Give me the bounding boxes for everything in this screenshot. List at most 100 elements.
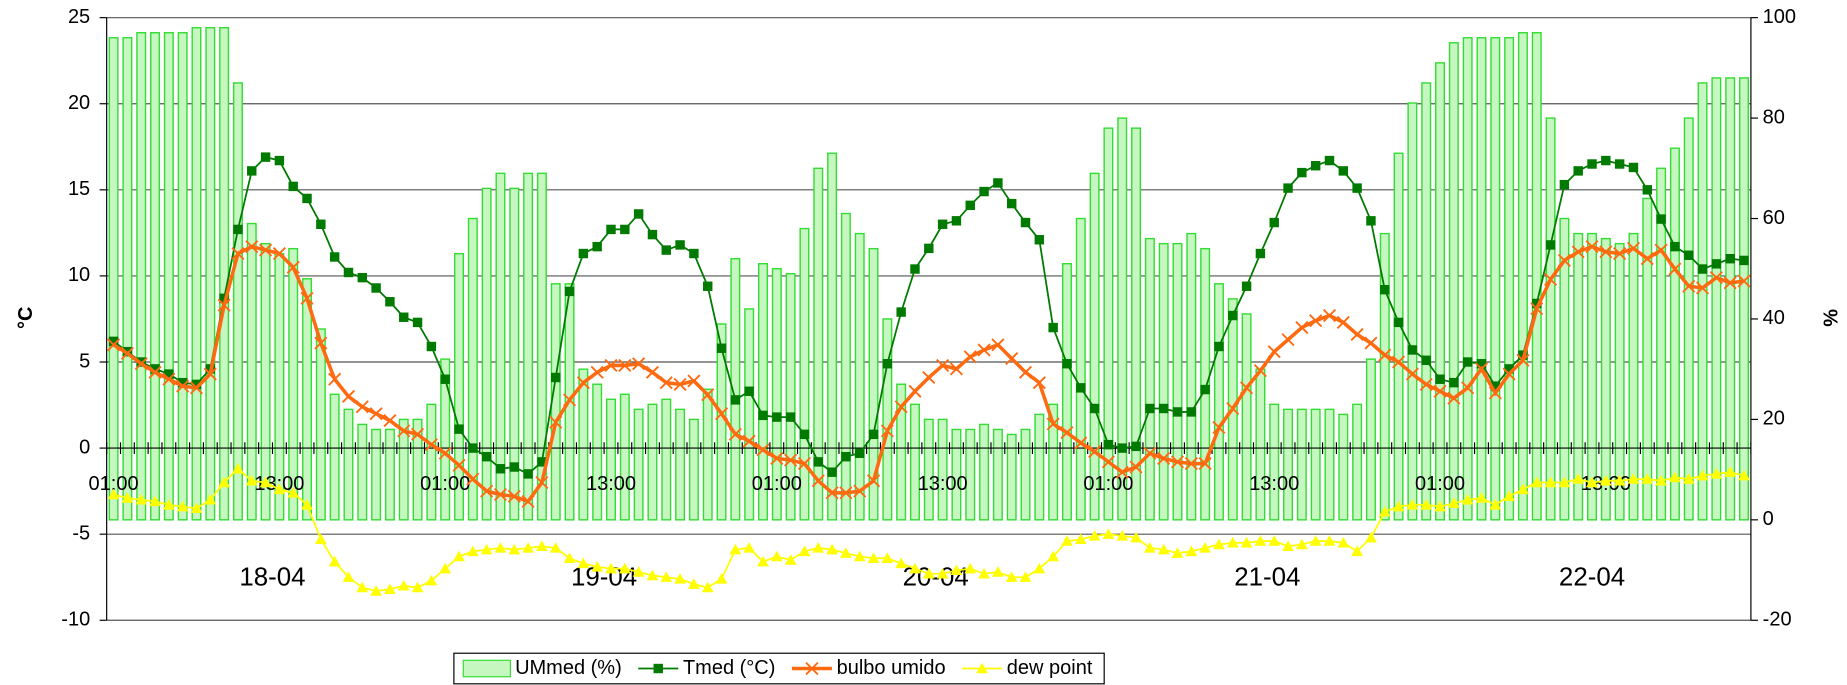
- marker: [494, 542, 507, 553]
- marker: [632, 357, 646, 371]
- marker: [288, 181, 298, 192]
- marker: [1654, 243, 1668, 257]
- bar: [1683, 117, 1694, 521]
- marker: [1103, 439, 1114, 450]
- marker: [894, 400, 908, 414]
- marker: [1283, 183, 1293, 193]
- marker: [176, 500, 189, 512]
- marker: [924, 243, 934, 254]
- marker: [1158, 403, 1169, 414]
- marker: [245, 474, 258, 486]
- marker: [1198, 457, 1212, 471]
- marker: [1006, 198, 1017, 209]
- marker: [576, 376, 590, 390]
- marker: [590, 365, 604, 379]
- marker: [1089, 403, 1100, 414]
- marker: [1145, 403, 1155, 414]
- marker: [618, 562, 631, 574]
- marker: [1502, 367, 1516, 381]
- marker: [426, 341, 437, 352]
- marker: [882, 359, 893, 369]
- bar: [1407, 102, 1418, 521]
- marker: [328, 555, 341, 567]
- marker: [507, 489, 521, 503]
- marker: [412, 317, 423, 328]
- marker: [909, 562, 921, 574]
- marker: [148, 365, 162, 379]
- marker: [1018, 365, 1033, 379]
- bar: [937, 418, 948, 521]
- marker: [785, 412, 796, 422]
- marker: [1047, 550, 1060, 562]
- marker: [1048, 322, 1058, 333]
- marker: [177, 377, 188, 388]
- bar: [108, 37, 119, 521]
- marker: [357, 272, 368, 283]
- marker: [135, 493, 148, 505]
- bar: [1103, 127, 1114, 521]
- marker: [162, 372, 176, 386]
- bar: [232, 82, 243, 521]
- marker: [743, 542, 756, 553]
- marker: [176, 379, 190, 393]
- marker: [1281, 333, 1295, 347]
- marker: [1172, 407, 1183, 417]
- bar: [122, 37, 133, 521]
- marker: [604, 358, 618, 372]
- marker: [1060, 426, 1074, 440]
- marker: [232, 462, 244, 474]
- legend: UMmed (%) Tmed (°C) bulbo umido dew point: [453, 652, 1105, 685]
- marker: [1572, 473, 1585, 484]
- marker: [1366, 216, 1376, 226]
- marker: [203, 367, 217, 381]
- marker: [493, 488, 508, 502]
- marker: [1601, 155, 1611, 166]
- marker: [1613, 246, 1627, 261]
- marker: [329, 252, 340, 262]
- marker: [411, 427, 425, 441]
- y-tick-label: -5: [72, 522, 90, 544]
- marker: [937, 219, 948, 229]
- marker: [383, 413, 397, 428]
- legend-label: Tmed (°C): [683, 657, 775, 679]
- bar: [744, 308, 755, 521]
- bar: [1614, 242, 1625, 521]
- marker: [1143, 542, 1156, 553]
- bar: [150, 32, 161, 521]
- marker: [1102, 528, 1115, 539]
- marker: [466, 472, 480, 486]
- marker: [397, 424, 411, 438]
- bar: [1158, 242, 1169, 521]
- marker: [1157, 451, 1171, 465]
- bar: [1462, 37, 1473, 521]
- marker: [523, 469, 533, 479]
- bar: [813, 167, 824, 521]
- marker: [965, 200, 975, 211]
- marker: [784, 554, 797, 565]
- marker: [1461, 381, 1475, 395]
- marker: [466, 545, 479, 557]
- marker: [1019, 571, 1032, 582]
- bar: [1545, 117, 1556, 521]
- marker: [703, 281, 713, 291]
- marker: [1697, 264, 1708, 274]
- marker: [1641, 473, 1654, 484]
- marker: [1656, 214, 1666, 224]
- marker: [247, 166, 257, 176]
- marker: [356, 581, 369, 593]
- marker: [563, 393, 577, 407]
- bar: [1656, 167, 1667, 521]
- bar: [1200, 247, 1211, 521]
- marker: [1170, 455, 1185, 469]
- marker: [1447, 391, 1461, 405]
- marker: [272, 246, 286, 261]
- marker: [1269, 217, 1279, 228]
- marker: [1573, 166, 1583, 176]
- marker: [1241, 281, 1252, 291]
- marker: [976, 662, 988, 674]
- bar: [1628, 232, 1639, 521]
- marker: [425, 574, 438, 586]
- marker: [687, 374, 701, 388]
- marker: [592, 241, 602, 252]
- marker: [1130, 531, 1142, 543]
